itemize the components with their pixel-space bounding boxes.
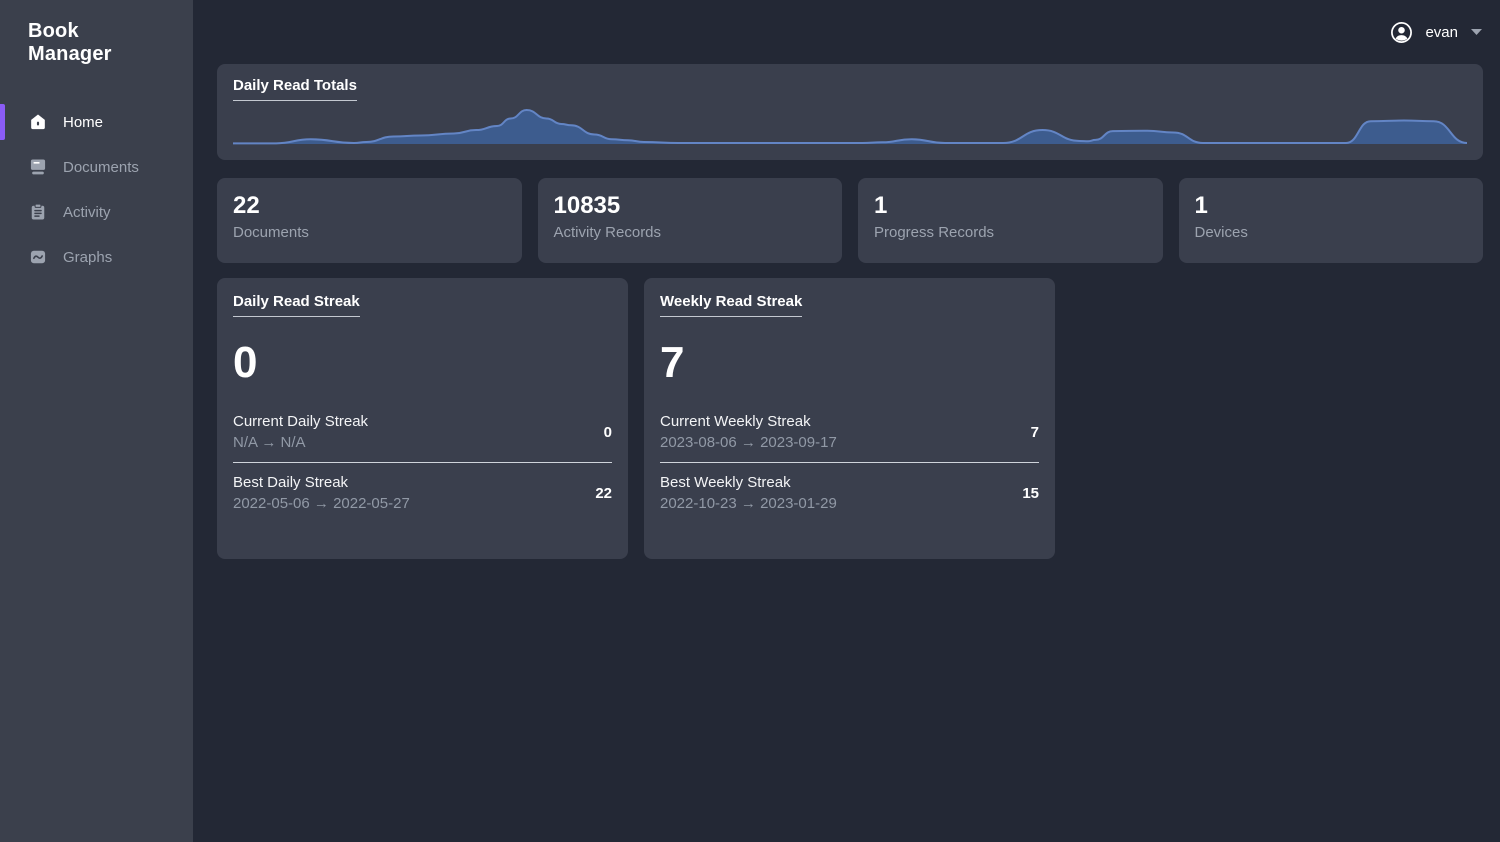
current-daily-streak-row: Current Daily Streak N/A → N/A 0 bbox=[233, 413, 612, 451]
daily-read-streak-title: Daily Read Streak bbox=[233, 294, 360, 317]
daily-read-totals-chart bbox=[233, 106, 1467, 146]
daily-streak-big-value: 0 bbox=[233, 338, 258, 387]
streak-row-range: 2022-10-23 → 2023-01-29 bbox=[660, 495, 837, 513]
active-item-accent-bar bbox=[0, 104, 5, 140]
sidebar-item-graphs[interactable]: Graphs bbox=[0, 239, 193, 275]
main-content: evan Daily Read Totals 22 Documents 1083… bbox=[193, 0, 1500, 842]
stat-value: 22 bbox=[233, 192, 260, 219]
sidebar-item-label: Graphs bbox=[63, 248, 113, 266]
sidebar: Book Manager Home Documents bbox=[0, 0, 193, 842]
sidebar-item-label: Activity bbox=[63, 203, 111, 221]
sidebar-item-activity[interactable]: Activity bbox=[0, 194, 193, 230]
stat-label: Activity Records bbox=[553, 224, 662, 242]
sidebar-item-label: Home bbox=[63, 113, 104, 131]
divider bbox=[660, 462, 1039, 464]
stat-card-documents: 22 Documents bbox=[217, 178, 522, 263]
streak-row-label: Current Weekly Streak bbox=[660, 413, 811, 431]
streak-row-label: Current Daily Streak bbox=[233, 413, 369, 431]
stat-card-devices: 1 Devices bbox=[1178, 178, 1483, 263]
streak-row-label: Best Daily Streak bbox=[233, 474, 349, 492]
sidebar-item-documents[interactable]: Documents bbox=[0, 149, 193, 185]
graphs-icon bbox=[30, 250, 46, 264]
top-bar: evan bbox=[217, 0, 1483, 64]
stat-label: Progress Records bbox=[874, 224, 995, 242]
stats-row: 22 Documents 10835 Activity Records 1 Pr… bbox=[217, 178, 1483, 263]
stat-value: 1 bbox=[874, 192, 888, 219]
streak-row-range: 2022-05-06 → 2022-05-27 bbox=[233, 495, 410, 513]
streak-row-value: 7 bbox=[1030, 423, 1039, 441]
home-icon bbox=[31, 114, 45, 130]
stat-card-progress-records: 1 Progress Records bbox=[858, 178, 1163, 263]
weekly-read-streak-title: Weekly Read Streak bbox=[660, 294, 803, 317]
streak-row-value: 22 bbox=[595, 484, 612, 502]
streak-row-range: N/A → N/A bbox=[233, 434, 306, 452]
streak-row-value: 0 bbox=[603, 423, 612, 441]
divider bbox=[233, 462, 612, 464]
stat-label: Devices bbox=[1194, 224, 1248, 242]
weekly-streak-big-value: 7 bbox=[660, 338, 685, 387]
stat-value: 1 bbox=[1194, 192, 1208, 219]
documents-icon bbox=[30, 159, 46, 175]
best-weekly-streak-row: Best Weekly Streak 2022-10-23 → 2023-01-… bbox=[660, 474, 1039, 512]
current-weekly-streak-row: Current Weekly Streak 2023-08-06 → 2023-… bbox=[660, 413, 1039, 451]
user-name: evan bbox=[1425, 23, 1458, 41]
best-daily-streak-row: Best Daily Streak 2022-05-06 → 2022-05-2… bbox=[233, 474, 612, 512]
sidebar-item-label: Documents bbox=[63, 158, 139, 176]
activity-icon bbox=[31, 203, 45, 220]
stat-value: 10835 bbox=[553, 192, 621, 219]
streak-row-value: 15 bbox=[1022, 484, 1039, 502]
chevron-down-icon bbox=[1471, 29, 1482, 35]
stat-label: Documents bbox=[233, 224, 309, 242]
daily-read-totals-chart-area bbox=[233, 101, 1467, 146]
sidebar-item-home[interactable]: Home bbox=[0, 104, 193, 140]
daily-read-totals-card: Daily Read Totals bbox=[217, 64, 1483, 160]
streak-row-range: 2023-08-06 → 2023-09-17 bbox=[660, 434, 837, 452]
daily-read-streak-card: Daily Read Streak 0 Current Daily Streak… bbox=[217, 278, 628, 559]
streak-row: Daily Read Streak 0 Current Daily Streak… bbox=[217, 278, 1483, 559]
daily-read-totals-title: Daily Read Totals bbox=[233, 78, 357, 101]
sidebar-nav: Home Documents Activity bbox=[0, 104, 193, 275]
user-menu[interactable]: evan bbox=[1390, 21, 1483, 44]
weekly-read-streak-card: Weekly Read Streak 7 Current Weekly Stre… bbox=[644, 278, 1055, 559]
app-title: Book Manager bbox=[28, 20, 112, 65]
stat-card-activity-records: 10835 Activity Records bbox=[537, 178, 842, 263]
user-avatar-icon bbox=[1391, 21, 1413, 43]
streak-row-label: Best Weekly Streak bbox=[660, 474, 791, 492]
